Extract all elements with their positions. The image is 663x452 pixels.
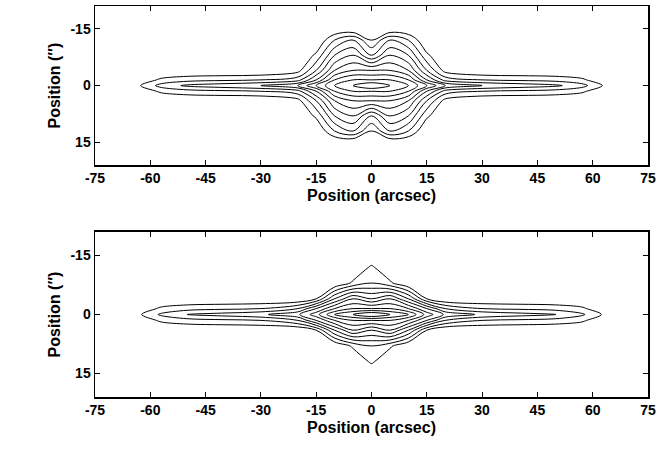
svg-text:15: 15	[419, 170, 435, 186]
svg-text:-30: -30	[251, 170, 271, 186]
svg-text:Position (″): Position (″)	[46, 272, 63, 358]
svg-text:60: 60	[585, 170, 601, 186]
svg-text:-30: -30	[251, 402, 271, 418]
svg-text:15: 15	[75, 134, 91, 150]
svg-text:30: 30	[474, 402, 490, 418]
svg-text:45: 45	[530, 402, 546, 418]
svg-text:0: 0	[83, 306, 91, 322]
svg-text:-15: -15	[306, 170, 326, 186]
svg-text:45: 45	[530, 170, 546, 186]
svg-text:Position (arcsec): Position (arcsec)	[307, 419, 436, 436]
svg-text:-45: -45	[195, 402, 215, 418]
svg-text:60: 60	[585, 402, 601, 418]
svg-text:0: 0	[368, 170, 376, 186]
svg-text:15: 15	[419, 402, 435, 418]
svg-text:15: 15	[75, 365, 91, 381]
svg-text:75: 75	[640, 402, 656, 418]
svg-text:-15: -15	[70, 247, 90, 263]
svg-text:-45: -45	[195, 170, 215, 186]
svg-text:-75: -75	[85, 170, 105, 186]
svg-text:-75: -75	[85, 402, 105, 418]
svg-text:0: 0	[83, 77, 91, 93]
svg-text:75: 75	[640, 170, 656, 186]
svg-text:-60: -60	[140, 170, 160, 186]
svg-text:0: 0	[368, 402, 376, 418]
svg-text:-15: -15	[70, 21, 90, 37]
svg-text:Position (arcsec): Position (arcsec)	[307, 187, 436, 204]
svg-text:-60: -60	[140, 402, 160, 418]
svg-text:30: 30	[474, 170, 490, 186]
svg-text:-15: -15	[306, 402, 326, 418]
svg-text:Position (″): Position (″)	[46, 43, 63, 129]
